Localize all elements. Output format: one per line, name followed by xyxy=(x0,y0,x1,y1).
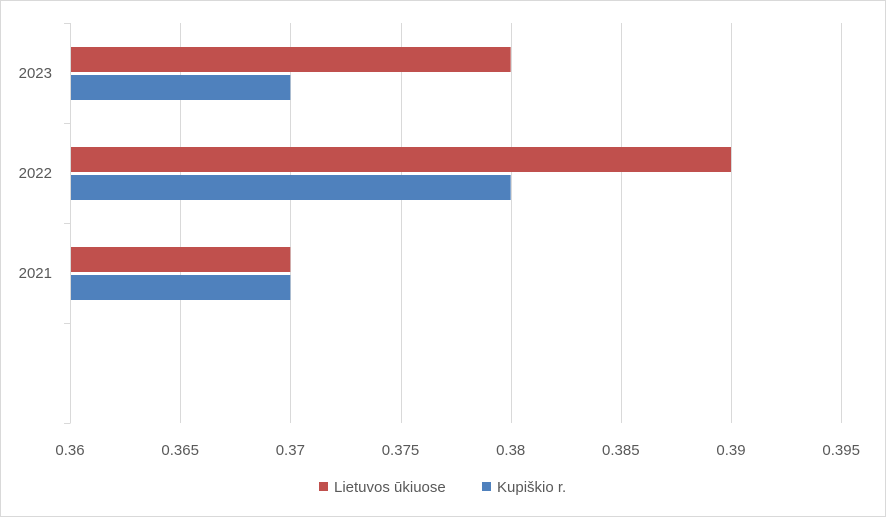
bar xyxy=(71,175,511,200)
x-tick-label: 0.395 xyxy=(822,442,860,459)
legend-label: Lietuvos ūkiuose xyxy=(334,479,446,496)
y-tick-label: 2022 xyxy=(19,165,52,182)
legend-label: Kupiškio r. xyxy=(497,479,566,496)
x-tick-label: 0.37 xyxy=(276,442,305,459)
x-tick-label: 0.365 xyxy=(161,442,199,459)
bars xyxy=(71,47,731,300)
x-tick-label: 0.385 xyxy=(602,442,640,459)
legend-swatch xyxy=(482,482,491,491)
gridlines xyxy=(180,23,842,423)
axes: 0.36 0.365 0.37 0.375 0.38 0.385 0.39 0.395 2021… xyxy=(19,23,860,459)
y-tick-label: 2021 xyxy=(19,265,52,282)
x-tick-label: 0.36 xyxy=(55,442,84,459)
legend: Lietuvos ūkiuose Kupiškio r. xyxy=(319,479,566,496)
bar xyxy=(71,247,291,272)
x-tick-label: 0.375 xyxy=(382,442,420,459)
bar xyxy=(71,275,291,300)
bar xyxy=(71,75,291,100)
x-tick-label: 0.39 xyxy=(716,442,745,459)
legend-swatch xyxy=(319,482,328,491)
y-tick-label: 2023 xyxy=(19,65,52,82)
x-tick-label: 0.38 xyxy=(496,442,525,459)
bar xyxy=(71,147,731,172)
bar xyxy=(71,47,511,72)
